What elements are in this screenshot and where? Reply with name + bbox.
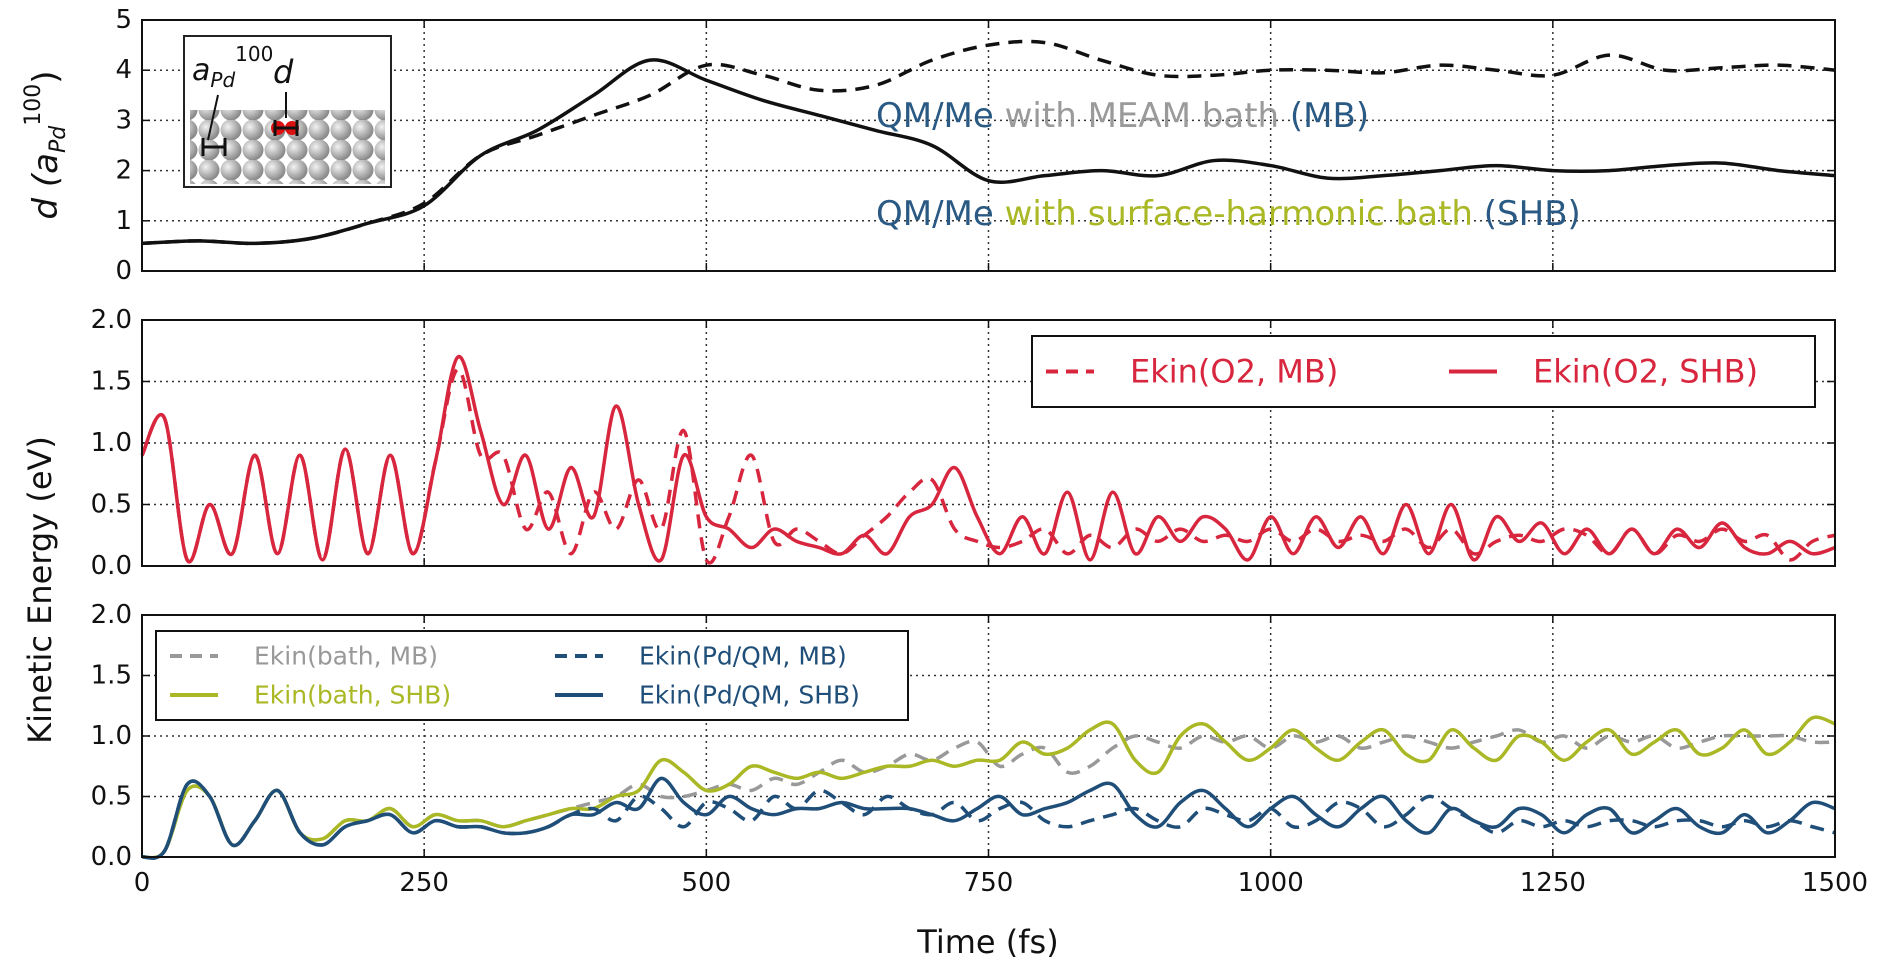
- y-tick-label: 1.0: [91, 428, 132, 458]
- inset-label-sup: 100: [235, 42, 273, 66]
- annotation-part: QM/Me: [876, 194, 994, 234]
- inset-label-sub: Pd: [210, 68, 235, 92]
- y-label-end: ): [26, 71, 66, 84]
- annotation-part: QM/Me: [876, 96, 994, 136]
- y-axis-label: Kinetic Energy (eV): [21, 436, 59, 744]
- legend-label: Ekin(O2, MB): [1130, 353, 1338, 391]
- y-tick-label: 1.5: [91, 661, 132, 691]
- y-tick-label: 0.0: [91, 551, 132, 581]
- x-tick-label: 500: [682, 868, 732, 898]
- y-tick-label: 0.5: [91, 490, 132, 520]
- distance-marker: [273, 120, 299, 136]
- plot-frame: [141, 614, 1836, 858]
- annotation-part: (MB): [1290, 96, 1369, 136]
- leader-line: [207, 92, 287, 141]
- y-tick-label: 1: [115, 206, 132, 236]
- data-line: [141, 728, 1836, 860]
- annotation-part: with MEAM bath: [1005, 96, 1279, 136]
- x-tick-label: 1250: [1520, 868, 1586, 898]
- y-tick-label: 3: [115, 105, 132, 135]
- x-tick-label: 0: [134, 868, 151, 898]
- x-tick-label: 250: [399, 868, 449, 898]
- y-tick-label: 1.0: [91, 721, 132, 751]
- legend-label: Ekin(O2, SHB): [1533, 353, 1758, 391]
- y-tick-label: 2.0: [91, 600, 132, 630]
- x-axis-label: Time (fs): [916, 923, 1058, 961]
- annotation-part: (SHB): [1484, 194, 1581, 234]
- legend-label: Ekin(Pd/QM, MB): [639, 642, 847, 671]
- y-tick-label: 2.0: [91, 305, 132, 335]
- plot-frame: [141, 19, 1836, 272]
- inset: aPd100 d: [183, 35, 392, 188]
- plot-frame: [141, 319, 1836, 567]
- inset-label-d: d: [273, 53, 294, 91]
- lattice-marker: [201, 138, 227, 156]
- data-line: [141, 715, 1836, 860]
- y-label-sub: Pd: [46, 125, 71, 153]
- y-tick-label: 4: [115, 55, 132, 85]
- data-line: [140, 355, 1836, 564]
- y-label-sup: 100: [21, 84, 46, 126]
- y-tick-label: 0.0: [91, 842, 132, 872]
- legend-label: Ekin(bath, SHB): [254, 681, 451, 710]
- legend-box: [1031, 335, 1816, 408]
- x-tick-label: 1500: [1802, 868, 1868, 898]
- data-line: [140, 367, 1836, 565]
- inset-label-a: a: [192, 53, 210, 88]
- annotation: QM/Me with surface-harmonic bath (SHB): [876, 194, 1581, 234]
- legend-box: [155, 630, 909, 721]
- data-line: [141, 776, 1836, 860]
- y-tick-label: 1.5: [91, 367, 132, 397]
- y-label-main: d (a: [26, 153, 66, 220]
- x-tick-label: 1000: [1238, 868, 1304, 898]
- y-axis-label: d (aPd100): [21, 71, 71, 220]
- x-tick-label: 750: [964, 868, 1014, 898]
- y-tick-label: 5: [115, 5, 132, 35]
- data-line: [141, 58, 1836, 246]
- data-line: [141, 39, 1836, 246]
- annotation-part: with surface-harmonic bath: [1005, 194, 1473, 234]
- y-tick-label: 0.5: [91, 782, 132, 812]
- annotation: QM/Me with MEAM bath (MB): [876, 96, 1369, 136]
- legend-label: Ekin(bath, MB): [254, 642, 438, 671]
- inset-label: aPd100: [192, 42, 273, 92]
- y-tick-label: 2: [115, 156, 132, 186]
- y-tick-label: 0: [115, 256, 132, 286]
- legend-label: Ekin(Pd/QM, SHB): [639, 681, 860, 710]
